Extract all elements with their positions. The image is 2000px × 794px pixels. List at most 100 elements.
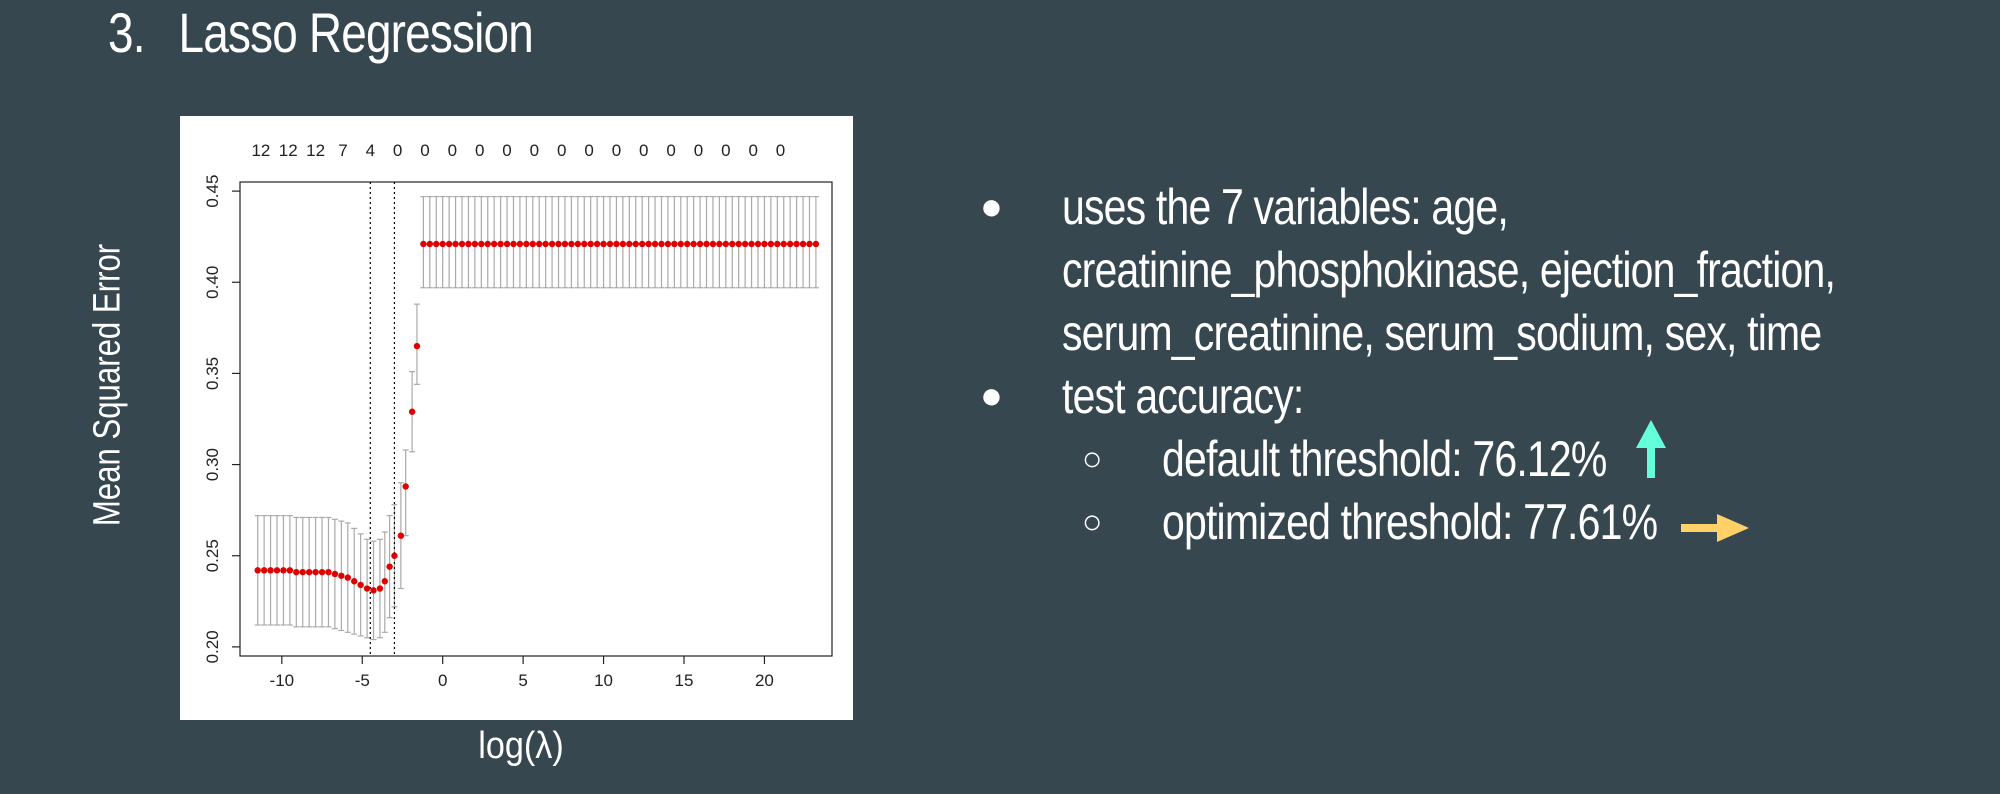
slide-number: 3. [108,1,145,64]
x-axis: -10 -5 0 5 10 15 20 [270,656,774,690]
top-count-label: 12 [306,141,325,160]
bullet-line: uses the 7 variables: age, [1062,179,1509,235]
mse-point [458,240,466,248]
mse-point [497,240,504,248]
top-count-label: 0 [393,141,402,160]
top-count-label: 0 [776,141,785,160]
mse-point [754,240,762,248]
sub-bullet-mark: ○ [1082,503,1103,541]
y-tick-label: 0.45 [203,175,222,208]
mse-points [254,240,820,594]
top-count-label: 0 [639,141,648,160]
mse-point [510,240,517,248]
mse-point [452,240,459,248]
mse-point [716,240,723,248]
mse-point [658,240,665,248]
y-tick-label: 0.35 [203,357,222,390]
mse-point [806,240,813,248]
y-axis: 0.20 0.25 0.30 0.35 0.40 0.45 [203,175,240,663]
mse-point [299,568,306,576]
mse-point [548,240,556,248]
top-count-label: 12 [279,141,298,160]
mse-point [536,240,543,248]
mse-point [767,240,775,248]
mse-point [376,585,384,592]
mse-point [516,240,524,248]
mse-point [748,240,755,248]
mse-point [445,240,453,248]
mse-point [581,240,588,248]
x-tick-label: 15 [675,671,694,690]
plot-frame [239,181,833,657]
reference-lines [369,182,396,656]
top-count-label: 0 [748,141,757,160]
mse-point [254,567,261,574]
mse-point [696,240,704,248]
top-count-label: 0 [448,141,457,160]
mse-point [260,567,268,574]
mse-point [568,240,575,248]
top-count-label: 0 [612,141,621,160]
mse-point [735,240,742,248]
chart-svg: -10 -5 0 5 10 15 20 0.20 0.25 0.30 0.35 0.40 0.45 1… [203,141,833,690]
y-tick-label: 0.30 [203,448,222,481]
bullet-line: default threshold: 76.12% [1162,431,1607,487]
mse-point [280,567,287,574]
bullet-line: test accuracy: [1062,368,1304,424]
mse-point [351,578,358,585]
mse-point [722,240,730,248]
top-count-label: 0 [420,141,429,160]
mse-point [325,568,332,576]
mse-point [523,240,530,248]
mse-point [793,240,800,248]
top-count-label: 0 [694,141,703,160]
mse-point [729,240,736,248]
mse-point [471,240,479,248]
mse-point [690,240,697,248]
y-tick-label: 0.40 [203,266,222,299]
mse-point [338,572,345,579]
mse-point [465,240,472,248]
sub-bullet-optimized: ○ optimized threshold: 77.61% [980,491,1980,554]
mse-point [529,240,536,248]
mse-point [613,240,620,248]
mse-point [684,240,691,248]
mse-point [741,240,749,248]
top-count-label: 4 [366,141,375,160]
bullet-line: optimized threshold: 77.61% [1162,494,1658,550]
top-count-label: 0 [502,141,511,160]
x-axis-label: log(λ) [478,725,564,767]
mse-point [651,240,659,248]
mse-point [267,567,274,574]
bullet-variables: ● uses the 7 variables: age, creatinine_… [980,176,1980,365]
bullet-line: creatinine_phosphokinase, ejection_fract… [1062,242,1836,298]
lasso-cv-chart: -10 -5 0 5 10 15 20 0.20 0.25 0.30 0.35 0.40 0.45 1… [180,116,853,720]
mse-point [600,240,607,248]
mse-point [490,240,498,248]
top-counts: 12 12 12 7 4 0 0 0 0 0 0 0 0 0 0 0 0 0 0 0 [251,141,785,160]
mse-point [484,240,491,248]
mse-point [408,408,416,415]
top-count-label: 0 [557,141,566,160]
mse-point [273,567,281,574]
error-bars [254,195,819,641]
mse-point [357,581,364,589]
mse-point [561,240,569,248]
slide-title: 3. Lasso Regression [108,0,534,65]
mse-point [619,240,627,248]
mse-point [671,240,678,248]
mse-point [774,240,781,248]
mse-point [381,578,388,585]
mse-point [312,568,319,576]
mse-point [761,240,768,248]
mse-point [420,240,427,248]
mse-point [386,563,393,570]
bullet-line: serum_creatinine, serum_sodium, sex, tim… [1062,305,1822,361]
top-count-label: 0 [666,141,675,160]
mse-point [542,240,549,248]
y-tick-label: 0.25 [203,539,222,572]
up-arrow-icon [1636,420,1666,478]
mse-point [664,240,672,248]
bullet-accuracy: ● test accuracy: [980,365,1980,428]
x-tick-label: -5 [355,671,370,690]
